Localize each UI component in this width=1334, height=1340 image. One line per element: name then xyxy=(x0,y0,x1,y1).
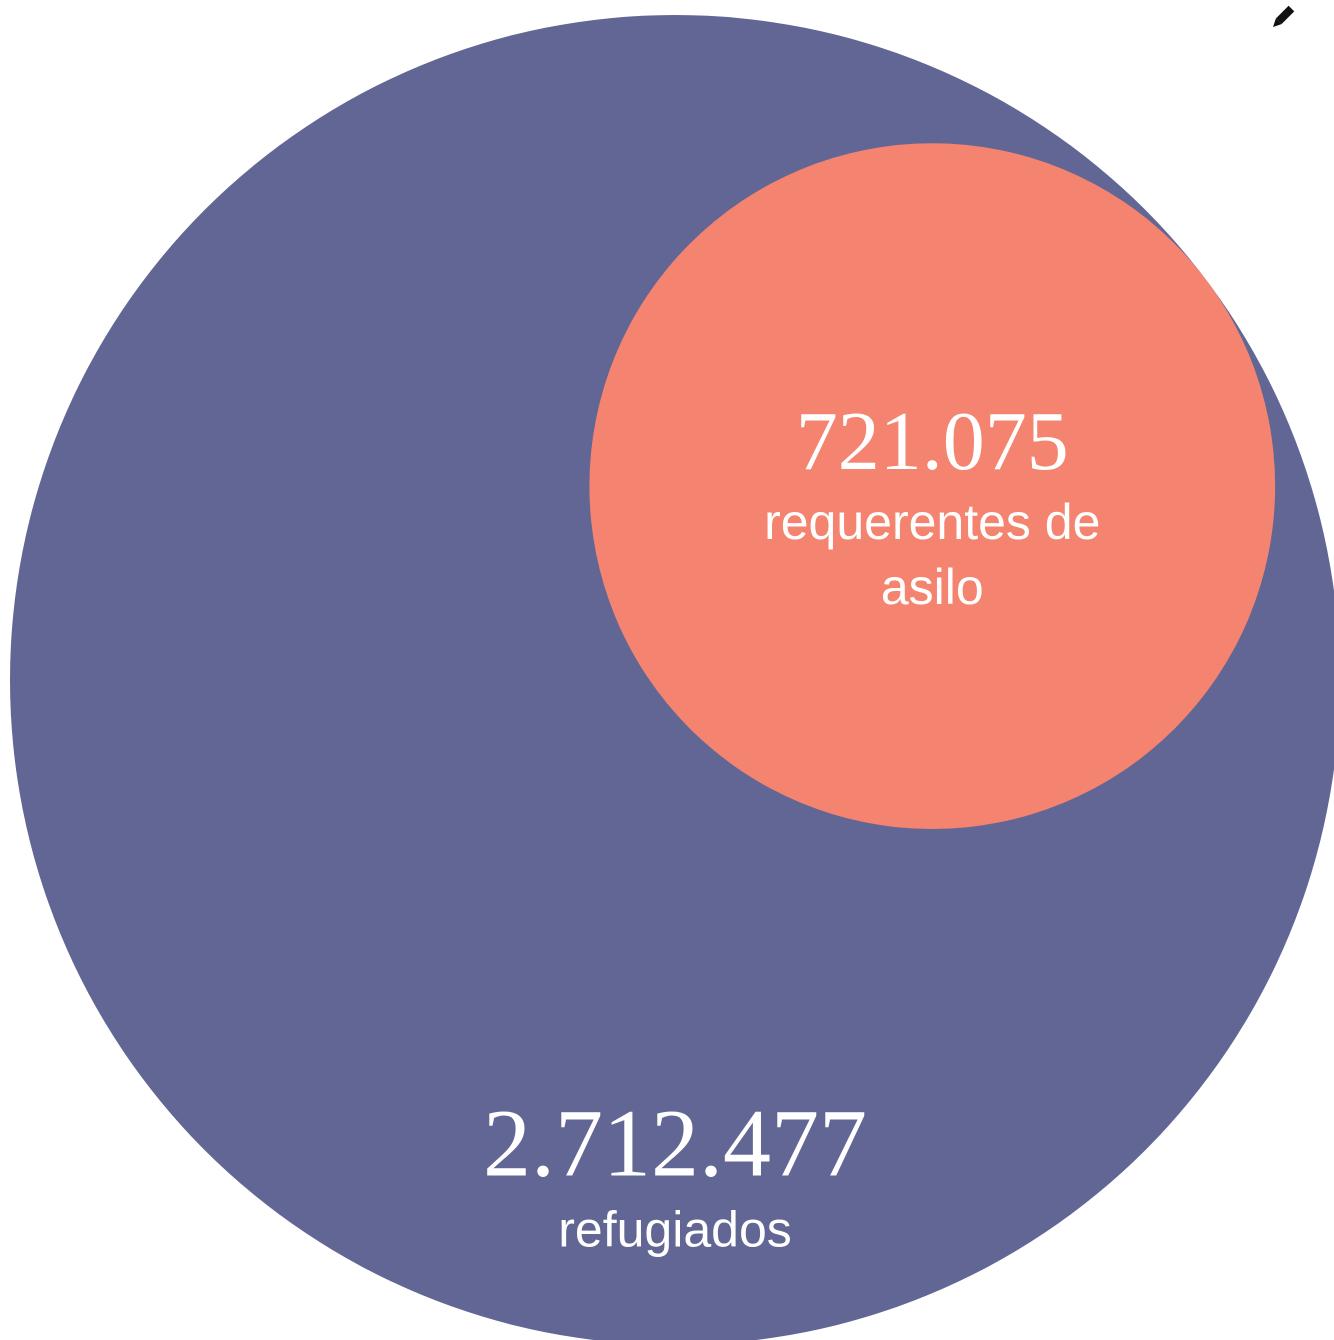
category-label: requerentes de asilo xyxy=(764,494,1101,616)
category-label: refugiados xyxy=(558,1201,792,1258)
circle xyxy=(589,143,1276,830)
edit-icon[interactable] xyxy=(1270,5,1295,30)
value-label: 2.712.477 xyxy=(483,1089,867,1197)
value-label: 721.075 xyxy=(795,395,1069,489)
circle-label: 2.712.477 refugiados xyxy=(375,1095,975,1262)
circle-label: 721.075 requerentes de asilo xyxy=(762,400,1102,620)
